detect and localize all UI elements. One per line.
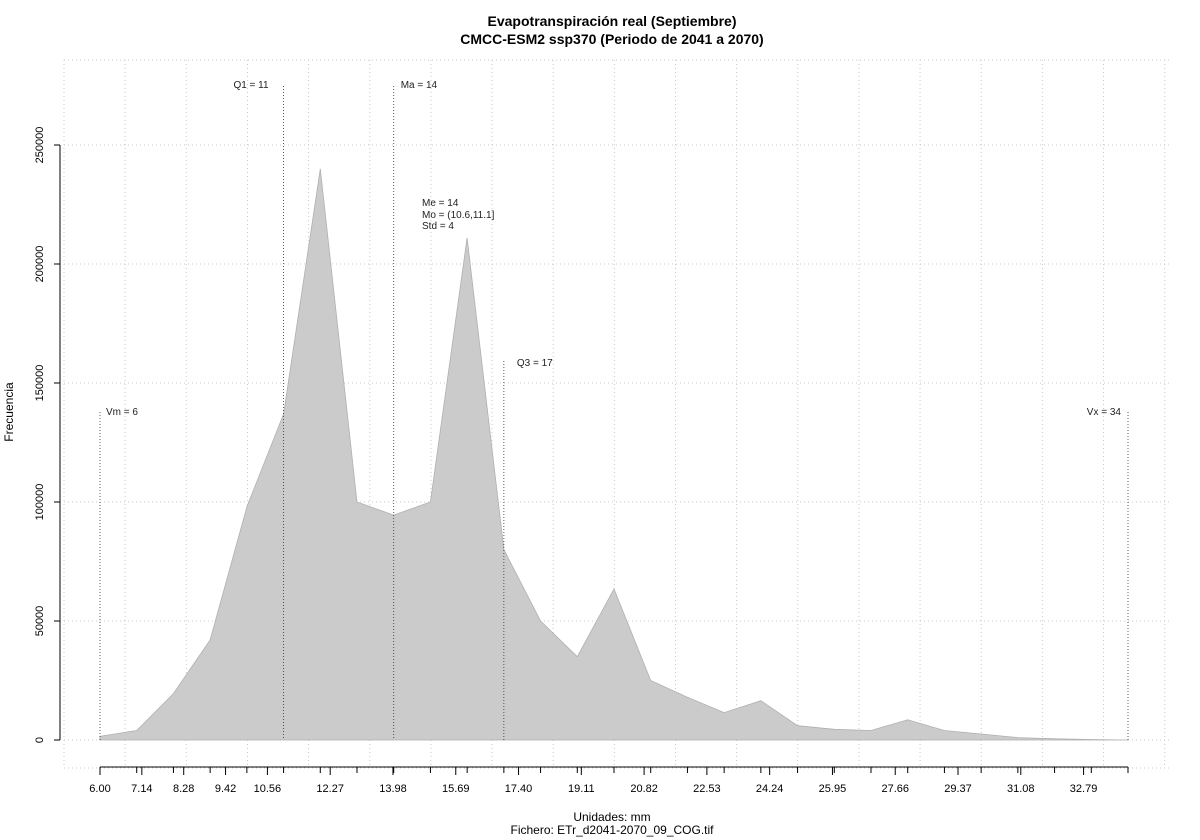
x-tick-label: 6.00 [89, 783, 110, 795]
x-tick-label: 12.27 [316, 783, 344, 795]
x-tick-label: 29.37 [944, 783, 972, 795]
x-tick-label: 19.11 [568, 783, 595, 795]
x-tick-label: 13.98 [379, 783, 407, 795]
plot-area [99, 168, 1129, 741]
annotation-me: Me = 14 [422, 198, 459, 209]
x-tick-label: 27.66 [881, 783, 909, 795]
annotation-ma: Ma = 14 [401, 80, 438, 91]
y-tick-label: 100000 [34, 484, 46, 521]
frequency-area [99, 168, 1129, 741]
x-tick-label: 22.53 [693, 783, 721, 795]
y-tick-label: 200000 [34, 246, 46, 283]
y-tick-label: 150000 [34, 365, 46, 402]
x-tick-label: 20.82 [630, 783, 658, 795]
annotation-std: Std = 4 [422, 221, 454, 232]
axes: 0 50000 100000 150000 200000 250000 6.00 7.14 8.… [34, 127, 1129, 795]
annotation-q1: Q1 = 11 [233, 80, 269, 91]
x-axis-label: Unidades: mm [573, 810, 650, 824]
x-tick-label: 31.08 [1007, 783, 1035, 795]
x-tick-label: 7.14 [131, 783, 152, 795]
annotation-mo: Mo = (10.6,11.1] [422, 210, 495, 221]
y-tick-label: 0 [34, 737, 46, 743]
y-tick-label: 50000 [34, 606, 46, 637]
annotation-vm: Vm = 6 [106, 407, 138, 418]
chart-subtitle: CMCC-ESM2 ssp370 (Periodo de 2041 a 2070… [460, 31, 763, 47]
x-tick-label: 10.56 [254, 783, 282, 795]
x-tick-label: 9.42 [215, 783, 236, 795]
y-axis-label: Frecuencia [2, 382, 16, 442]
x-tick-label: 15.69 [442, 783, 470, 795]
annotation-vx: Vx = 34 [1087, 407, 1122, 418]
x-tick-label: 32.79 [1070, 783, 1098, 795]
chart-title: Evapotranspiración real (Septiembre) [488, 13, 737, 29]
file-caption: Fichero: ETr_d2041-2070_09_COG.tif [511, 823, 715, 837]
reference-lines [99, 86, 1129, 740]
annotation-q3: Q3 = 17 [517, 358, 553, 369]
x-tick-label: 8.28 [173, 783, 194, 795]
x-tick-label: 24.24 [756, 783, 784, 795]
x-tick-label: 17.40 [505, 783, 533, 795]
y-tick-label: 250000 [34, 127, 46, 164]
x-tick-label: 25.95 [819, 783, 847, 795]
